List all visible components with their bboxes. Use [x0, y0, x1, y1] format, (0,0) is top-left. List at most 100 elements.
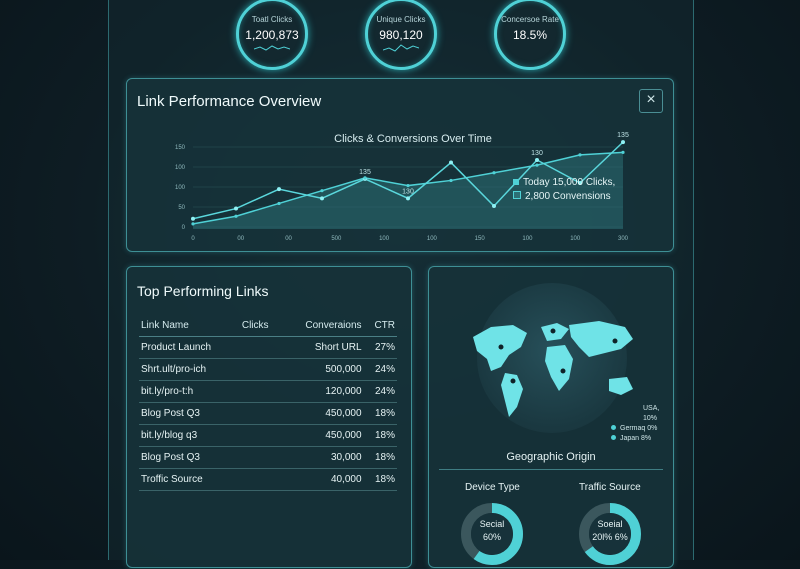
link-name-cell: bit.ly/blog q3: [139, 424, 240, 447]
y-tick-label: 0: [182, 225, 186, 231]
world-map-icon: [473, 321, 633, 417]
conversion-point: [535, 163, 539, 167]
link-name-cell: Blog Post Q3: [139, 402, 240, 425]
sparkline-icon: [254, 45, 290, 51]
chart-title: Clicks & Conversions Over Time: [334, 133, 492, 145]
kpi-label: Unique Clicks: [376, 15, 426, 24]
conversions-cell: 450,000: [281, 402, 364, 425]
conversion-point: [449, 178, 453, 183]
divider: [439, 469, 663, 470]
ctr-cell: 18%: [363, 446, 397, 469]
link-name-cell: Troffic Source: [139, 468, 240, 491]
clicks-cell: [239, 402, 282, 425]
links-table: Link Name Clicks Converaions CTR Product…: [139, 315, 397, 491]
conversions-area: [193, 152, 623, 229]
col-header-conversions: Converaions: [281, 315, 364, 337]
geo-legend-japan: Japan 8%: [611, 435, 651, 442]
x-tick-label: 100: [379, 236, 390, 242]
link-name-cell: Product Launch: [139, 336, 240, 359]
map-pin-africa: [559, 367, 567, 375]
geo-title: Geographic Origin: [506, 451, 596, 463]
kpi-value: 980,120: [379, 28, 423, 42]
x-tick-label: 100: [427, 236, 438, 242]
line-chart: Clicks & Conversions Over Time 135 130 130…: [175, 132, 629, 242]
col-header-link-name: Link Name: [139, 315, 240, 337]
close-icon: ×: [646, 91, 656, 108]
click-point: [406, 196, 410, 201]
traffic-donut-label: Soeial 20l% 6%: [592, 519, 628, 542]
device-type-title: Device Type: [465, 482, 520, 493]
point-label: 130: [531, 150, 543, 157]
geo-legend-germany: Germaq 0%: [611, 425, 657, 432]
device-donut-label: Secial 60%: [479, 519, 505, 542]
map-pin-germany: [549, 327, 557, 335]
map-pin-south-america: [509, 377, 517, 385]
x-tick-label: 00: [285, 236, 292, 242]
click-point: [535, 158, 539, 162]
sparkline-icon: [383, 44, 419, 52]
world-map: [473, 321, 633, 417]
link-name-cell: Blog Post Q3: [139, 446, 240, 469]
click-point: [277, 187, 281, 192]
kpi-conversion-rate[interactable]: Concersoe Rate 18.5%: [494, 0, 566, 70]
x-tick-label: 500: [331, 236, 342, 242]
ctr-cell: 27%: [363, 336, 397, 359]
y-tick-label: 150: [175, 145, 186, 151]
panel-title: Top Performing Links: [137, 283, 269, 299]
clicks-cell: [239, 446, 282, 469]
table-row[interactable]: Blog Post Q3 30,000 18%: [139, 446, 397, 469]
conversions-cell: Short URL: [281, 336, 364, 359]
y-tick-label: 100: [175, 165, 186, 171]
top-links-panel: Top Performing Links Link Name Clicks Co…: [126, 266, 412, 568]
click-point: [320, 196, 324, 201]
geo-panel: USA, 10% Germaq 0% Japan 8% Geographic O…: [428, 266, 674, 568]
link-name-cell: bit.ly/pro-t:h: [139, 380, 240, 403]
link-name-cell: Shrt.ult/pro-ich: [139, 358, 240, 381]
tooltip-line-2: 2,800 Convensions: [525, 191, 611, 202]
table-row[interactable]: Troffic Source 40,000 18%: [139, 468, 397, 491]
tooltip-line-1: Today 15,000 Clicks,: [523, 177, 616, 188]
ctr-cell: 18%: [363, 402, 397, 425]
point-label: 130: [402, 188, 414, 195]
legend-dot-icon: [611, 435, 616, 440]
table-row[interactable]: Product Launch Short URL 27%: [139, 336, 397, 359]
conversion-point: [406, 183, 410, 188]
conversion-point: [277, 201, 281, 206]
geo-legend-share: 10%: [643, 415, 658, 422]
legend-dot-icon: [611, 425, 616, 430]
ctr-cell: 24%: [363, 358, 397, 381]
kpi-value: 18.5%: [512, 28, 548, 42]
x-tick-label: 300: [618, 236, 629, 242]
table-row[interactable]: bit.ly/pro-t:h 120,000 24%: [139, 380, 397, 403]
kpi-total-clicks[interactable]: Toatl Clicks 1,200,873: [236, 0, 308, 70]
kpi-label: Concersoe Rate: [501, 15, 559, 24]
table-row[interactable]: Blog Post Q3 450,000 18%: [139, 402, 397, 425]
click-point: [191, 216, 195, 221]
conversion-point: [363, 176, 367, 180]
traffic-source-title: Traffic Source: [579, 482, 641, 493]
conversions-cell: 40,000: [281, 468, 364, 491]
overview-panel: Link Performance Overview × Clicks & Con…: [126, 78, 674, 252]
panel-title: Link Performance Overview: [137, 93, 322, 110]
table-row[interactable]: Shrt.ult/pro-ich 500,000 24%: [139, 358, 397, 381]
ctr-cell: 18%: [363, 468, 397, 491]
ctr-cell: 24%: [363, 380, 397, 403]
clicks-cell: [239, 380, 282, 403]
x-tick-label: 0: [191, 236, 195, 242]
conversions-cell: 30,000: [281, 446, 364, 469]
clicks-cell: [239, 358, 282, 381]
kpi-unique-clicks[interactable]: Unique Clicks 980,120: [365, 0, 437, 70]
close-button[interactable]: ×: [639, 89, 663, 113]
conversion-point: [578, 153, 582, 157]
map-pin-japan: [611, 337, 619, 345]
point-label: 135: [359, 169, 371, 176]
conversions-cell: 450,000: [281, 424, 364, 447]
click-point: [492, 204, 496, 208]
chart-tooltip: Today 15,000 Clicks, 2,800 Convensions: [513, 177, 615, 202]
conversion-point: [621, 150, 625, 154]
table-header-row: Link Name Clicks Converaions CTR: [139, 315, 397, 337]
click-point: [234, 206, 238, 211]
clicks-cell: [239, 336, 282, 359]
table-row[interactable]: bit.ly/blog q3 450,000 18%: [139, 424, 397, 447]
conversions-cell: 120,000: [281, 380, 364, 403]
